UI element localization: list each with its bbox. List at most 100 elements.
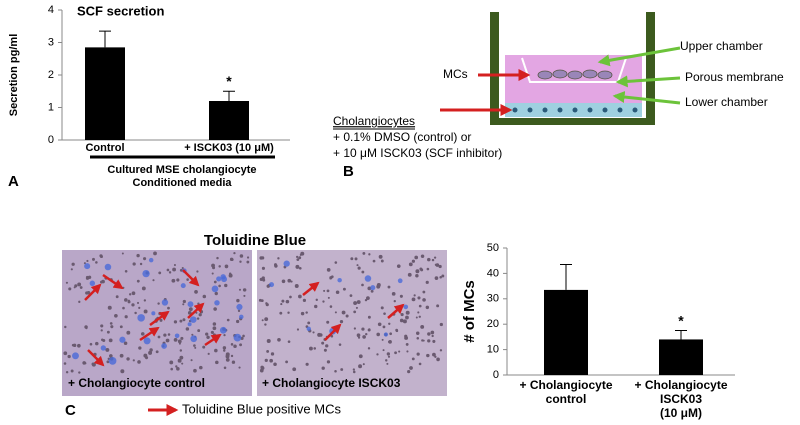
cell [349,294,353,297]
cell [376,353,379,356]
cell [277,337,281,342]
cell [266,349,270,353]
cell [398,350,401,353]
image-label: + Cholangiocyte ISCK03 [262,376,401,390]
cell [211,263,215,268]
cell [366,296,370,301]
cell [308,346,313,351]
cell [418,304,422,308]
cell [214,348,218,353]
stained-cell [221,276,228,283]
stained-cell [161,343,167,349]
cell [277,257,280,260]
cell [418,315,421,318]
stained-cell [187,322,192,327]
cell [85,275,89,279]
cell [365,332,368,336]
cell [302,298,307,302]
cell [433,256,437,259]
cell [106,360,110,364]
stained-cell [190,335,198,343]
y-axis-label: # of MCs [461,280,478,343]
cell [416,352,420,356]
cell [345,314,349,318]
cell [259,368,264,373]
x-tick-label: + ISCK03 (10 μM) [184,142,274,154]
arrow [187,302,205,319]
cell [378,254,383,259]
cell [153,251,157,256]
cell [298,266,302,270]
cell [148,350,153,355]
cell [177,339,182,344]
cell [138,306,141,309]
cell [64,325,67,329]
y-tick-label: 2 [48,69,54,81]
cell [246,260,250,264]
stained-cell [211,285,219,293]
y-tick-label: 1 [48,101,54,113]
cell [330,275,334,279]
cell [91,362,96,367]
cell [287,311,290,314]
cell [132,262,136,266]
stained-cell [216,276,222,282]
cell [77,282,82,287]
cell [380,306,384,310]
cell [326,320,330,324]
cell [79,286,83,289]
bar [659,339,703,375]
cell [274,263,277,267]
cell [315,298,318,302]
cell [226,318,230,322]
y-axis-label: Secretion pg/ml [8,34,20,117]
cell [287,278,292,283]
cell [393,299,396,303]
cell [126,330,131,335]
x-tick-label: (10 μM) [660,406,702,420]
cell [158,311,162,316]
cell [415,269,420,274]
label: + 0.1% DMSO (control) or [333,130,471,144]
cell [73,286,76,289]
cell [238,288,242,291]
cell [418,362,422,366]
cell [114,313,118,318]
transwell-diagram [440,12,681,125]
cell [119,325,123,329]
cell [405,343,409,346]
cell [391,291,396,296]
cell [190,359,193,362]
cell [99,254,103,258]
cell [353,370,356,374]
cell [210,330,214,334]
cell [357,266,361,270]
cell [101,338,104,342]
cell [197,329,201,333]
cell [342,287,346,291]
cell [273,362,277,367]
cell [307,321,311,325]
cell [289,295,292,299]
cell [326,289,330,293]
error-bar [223,90,235,101]
cell [382,325,386,329]
cell [123,341,128,346]
cell [439,322,443,327]
cell [233,252,236,255]
cell [212,333,216,337]
cell [228,272,232,275]
cell [100,329,103,332]
cell [431,258,435,262]
cell [296,328,300,331]
cell [427,257,431,262]
label: Cholangiocytes [333,114,415,128]
stained-cell [100,345,107,351]
cell [299,253,302,256]
cell [218,284,221,288]
cell [212,322,217,326]
cell [399,294,403,298]
cell [422,290,426,294]
cell [422,298,426,302]
cell [242,288,247,292]
